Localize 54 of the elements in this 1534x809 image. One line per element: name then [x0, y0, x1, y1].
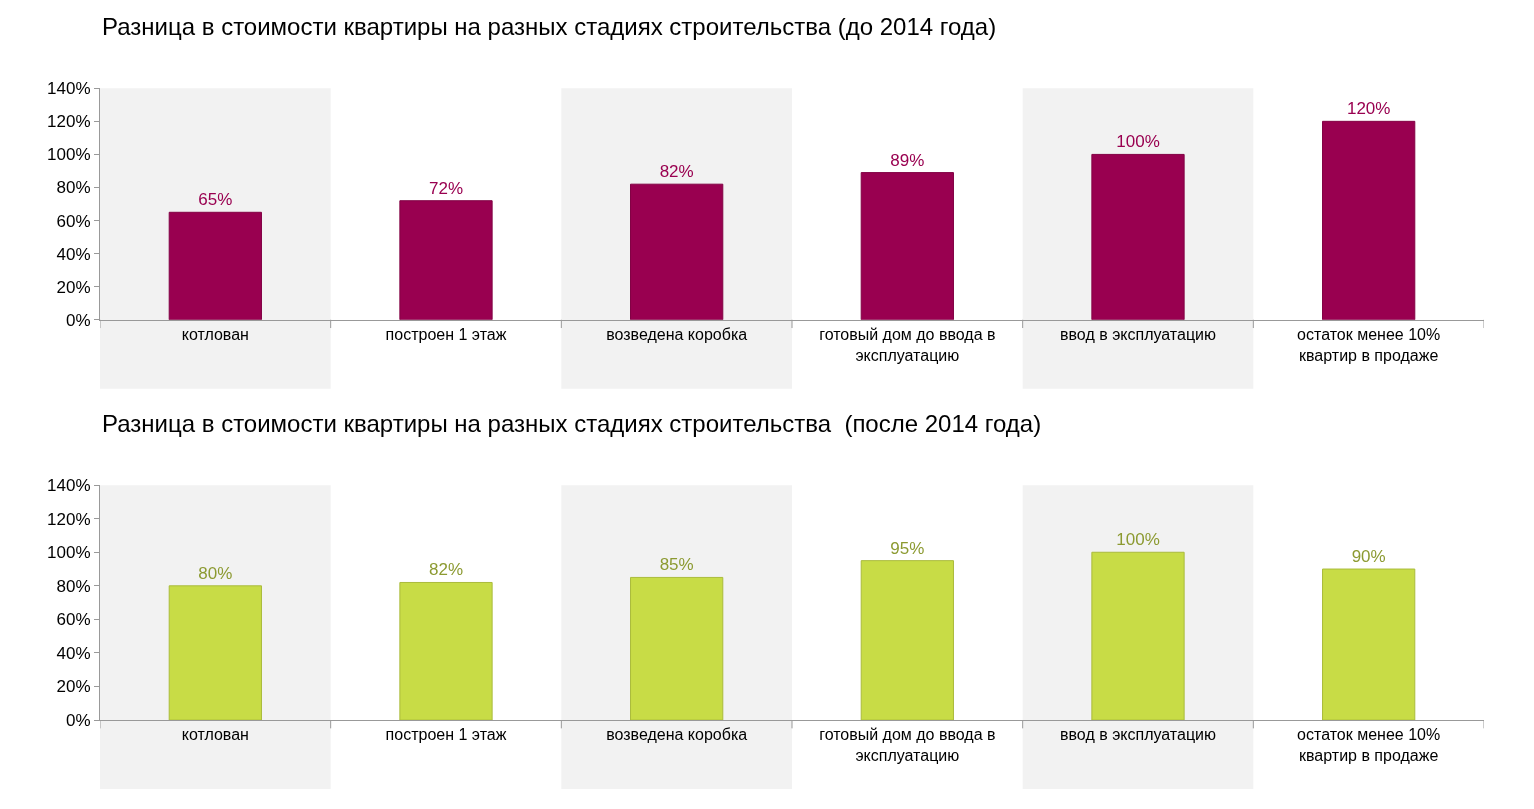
y-tick-label: 0% [66, 310, 91, 330]
y-tick-label: 100% [47, 145, 91, 165]
bar [168, 211, 262, 320]
y-tick-label: 140% [47, 476, 91, 496]
y-tick-label: 80% [56, 178, 91, 198]
y-tick-label: 140% [47, 79, 91, 99]
x-tick-label: построен 1 этаж [385, 325, 507, 343]
x-tick-label: готовый дом до ввода в эксплуатацию [819, 325, 996, 364]
bar [1091, 153, 1185, 320]
bar [860, 172, 954, 320]
x-tick-label: возведена коробка [606, 726, 748, 744]
bar [1091, 551, 1185, 721]
chart-title: Разница в стоимости квартиры на разных стадиях строительства (до 2014 года) [102, 13, 997, 40]
y-tick-label: 120% [47, 112, 91, 132]
y-tick-label: 20% [56, 277, 91, 297]
bar [1322, 568, 1416, 721]
data-label: 65% [198, 190, 233, 210]
bar [399, 200, 493, 320]
data-label: 80% [198, 563, 233, 583]
x-tick-label: ввод в эксплуатацию [1060, 726, 1216, 744]
data-label: 95% [890, 538, 925, 558]
x-tick-label: готовый дом до ввода в эксплуатацию [819, 726, 996, 765]
data-label: 90% [1351, 547, 1386, 567]
bar [399, 581, 493, 721]
x-tick-label: ввод в эксплуатацию [1060, 325, 1216, 343]
y-tick-label: 120% [47, 509, 91, 529]
chart-title: Разница в стоимости квартиры на разных стадиях строительства (после 2014 года) [102, 410, 1042, 437]
x-tick-label: котлован [181, 325, 249, 343]
x-tick-label: остаток менее 10% квартир в продаже [1297, 325, 1441, 364]
data-label: 82% [659, 162, 694, 182]
y-tick-label: 0% [66, 711, 91, 731]
data-label: 120% [1346, 99, 1391, 119]
y-tick-label: 20% [56, 677, 91, 697]
y-tick-label: 60% [56, 610, 91, 630]
y-tick-label: 40% [56, 643, 91, 663]
bar [168, 585, 262, 721]
x-tick-label: построен 1 этаж [385, 726, 507, 744]
data-label: 82% [428, 560, 464, 580]
data-label: 100% [1116, 530, 1160, 550]
y-tick-label: 40% [56, 244, 91, 264]
bar [630, 576, 724, 721]
data-label: 100% [1116, 132, 1160, 152]
x-tick-label: остаток менее 10% квартир в продаже [1297, 726, 1441, 765]
y-tick-label: 100% [47, 543, 91, 563]
bar [1322, 120, 1416, 320]
x-tick-label: котлован [181, 726, 249, 744]
data-label: 72% [428, 178, 464, 198]
data-label: 89% [890, 150, 925, 170]
bar [630, 183, 724, 320]
data-label: 85% [659, 555, 694, 575]
y-tick-label: 80% [56, 576, 91, 596]
bar [860, 560, 954, 721]
y-tick-label: 60% [56, 211, 91, 231]
x-tick-label: возведена коробка [606, 325, 748, 343]
